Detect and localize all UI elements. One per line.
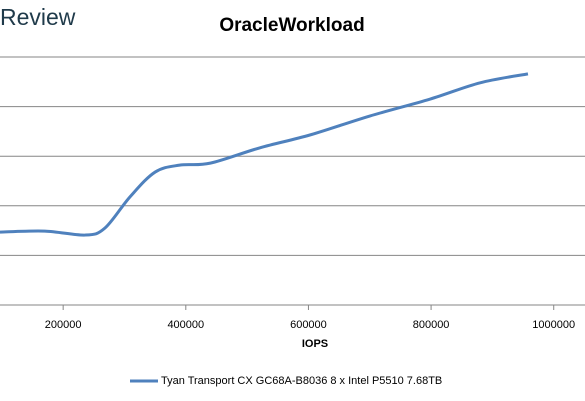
x-tick-label: 400000 [167,319,204,331]
chart-title: OracleWorkload [219,15,364,36]
x-tick-label: 800000 [413,319,450,331]
series-line [0,72,529,237]
legend-label: Tyan Transport CX GC68A-B8036 8 x Intel … [161,375,442,387]
x-tick-label: 1000000 [532,319,575,331]
x-tick-label: 600000 [290,319,327,331]
brand: Review [0,4,76,30]
x-tick-label: 200000 [45,319,82,331]
x-axis-label: IOPS [302,338,328,350]
